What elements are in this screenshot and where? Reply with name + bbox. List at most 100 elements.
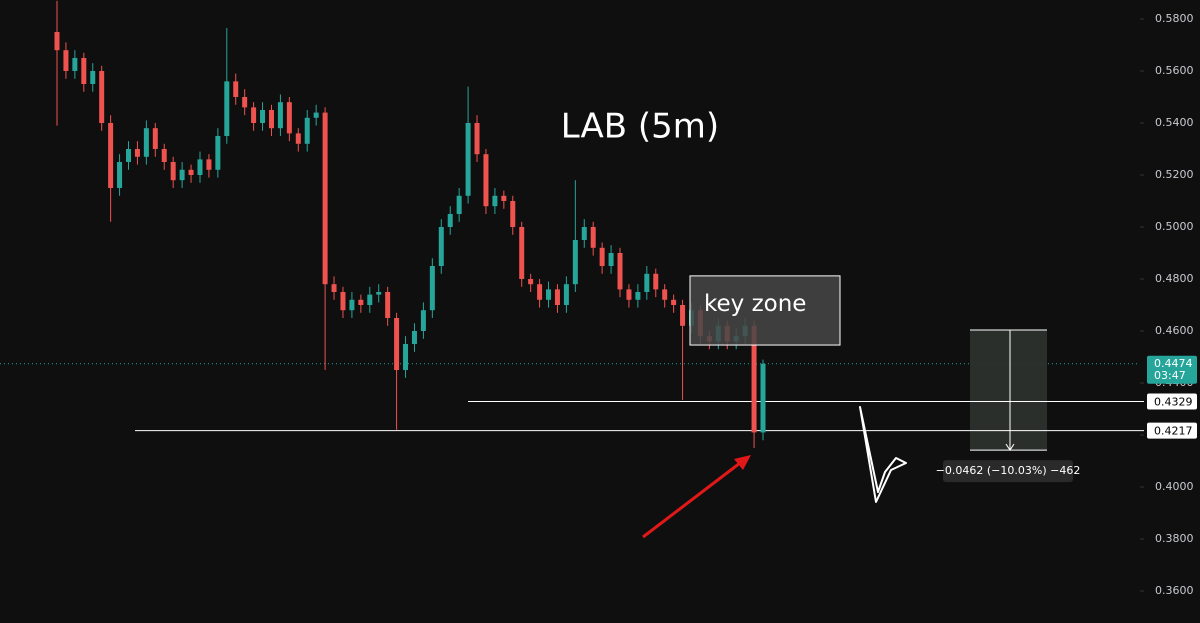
candle-body <box>537 284 543 300</box>
y-tick-label: 0.4800 <box>1155 272 1194 285</box>
chart-title: LAB (5m) <box>561 107 719 147</box>
candle-body <box>313 112 319 118</box>
candle-body <box>438 226 444 266</box>
y-tick-label: 0.5600 <box>1155 64 1194 77</box>
candle-body <box>599 247 605 266</box>
candle-body <box>286 102 292 134</box>
candle-body <box>161 148 167 162</box>
y-tick-label: 0.4000 <box>1155 480 1194 493</box>
y-tick-label: 0.4600 <box>1155 324 1194 337</box>
white-arrow <box>859 406 907 503</box>
red-arrow <box>642 461 741 539</box>
candle-body <box>268 109 274 129</box>
candle-body <box>125 148 131 162</box>
candle-body <box>510 200 516 227</box>
candle-body <box>99 70 105 123</box>
y-tick-label: 0.3800 <box>1155 532 1194 545</box>
candle-body <box>680 304 686 326</box>
candle-body <box>143 128 149 157</box>
candle-body <box>304 117 310 144</box>
key-zone-box <box>689 275 841 346</box>
y-tick-label: 0.5400 <box>1155 116 1194 129</box>
candle-body <box>420 310 426 332</box>
candle-body <box>134 148 140 157</box>
candle-body <box>483 154 489 207</box>
candle-body <box>617 252 623 290</box>
candle-body <box>117 161 123 188</box>
measure-label: −0.0462 (−10.03%) −462 <box>936 464 1081 477</box>
candle-body <box>411 331 417 345</box>
candle-body <box>63 50 69 71</box>
candle-body <box>376 291 382 295</box>
price-line-label-box <box>1147 393 1197 410</box>
candle-body <box>358 299 364 305</box>
price-line-label: 0.4217 <box>1154 425 1193 438</box>
candle-body <box>295 133 301 144</box>
candle-body <box>394 318 400 371</box>
y-tick-label: 0.5200 <box>1155 168 1194 181</box>
candle-body <box>277 102 283 129</box>
y-tick-label: 0.3600 <box>1155 584 1194 597</box>
red-arrow-head <box>734 455 751 470</box>
candle-body <box>572 239 578 285</box>
candle-body <box>635 291 641 300</box>
candle-body <box>563 284 569 305</box>
candle-body <box>233 81 239 97</box>
price-line-label: 0.4329 <box>1154 395 1193 408</box>
current-price-box <box>1147 355 1197 384</box>
current-price-label: 0.4474 <box>1154 357 1193 370</box>
price-line-label-box <box>1147 422 1197 439</box>
measure-box <box>970 329 1047 451</box>
candle-body <box>197 159 203 175</box>
candle-body <box>251 107 257 123</box>
candle-body <box>72 57 78 71</box>
candle-body <box>474 122 480 155</box>
candle-body <box>188 169 194 175</box>
candle-body <box>456 195 462 214</box>
candle-body <box>152 128 158 149</box>
key-zone-label: key zone <box>704 291 806 317</box>
candle-body <box>501 195 507 201</box>
y-tick-label: 0.5000 <box>1155 220 1194 233</box>
candle-body <box>90 70 96 84</box>
y-tick-label: 0.5800 <box>1155 12 1194 25</box>
countdown-label: 03:47 <box>1154 369 1186 382</box>
candle-body <box>760 363 766 433</box>
candle-body <box>81 57 87 84</box>
candle-body <box>644 273 650 292</box>
candle-body <box>590 226 596 248</box>
candle-body <box>653 273 659 290</box>
candle-body <box>671 299 677 305</box>
candle-body <box>206 159 212 170</box>
measure-arrow-head <box>1005 443 1015 451</box>
candle-body <box>170 161 176 181</box>
candle-body <box>608 252 614 266</box>
candle-body <box>54 31 60 51</box>
candle-body <box>447 213 453 227</box>
candle-body <box>340 291 346 311</box>
candle-body <box>224 81 230 136</box>
candle-body <box>349 299 355 311</box>
candle-body <box>546 289 552 300</box>
candle-body <box>429 265 435 311</box>
candle-body <box>403 344 409 371</box>
candle-body <box>528 278 534 285</box>
candle-body <box>662 289 668 300</box>
candle-body <box>492 195 498 207</box>
candle-body <box>322 112 328 285</box>
candle-body <box>367 294 373 305</box>
candle-body <box>179 169 185 181</box>
candle-body <box>331 284 337 292</box>
candle-body <box>554 289 560 305</box>
candle-body <box>751 325 757 433</box>
candle-body <box>215 135 221 170</box>
candle-body <box>242 96 248 108</box>
candle-body <box>260 109 266 123</box>
candle-body <box>465 122 471 196</box>
candle-body <box>519 226 525 279</box>
candle-body <box>108 122 114 188</box>
candle-body <box>626 289 632 300</box>
candle-body <box>581 226 587 240</box>
